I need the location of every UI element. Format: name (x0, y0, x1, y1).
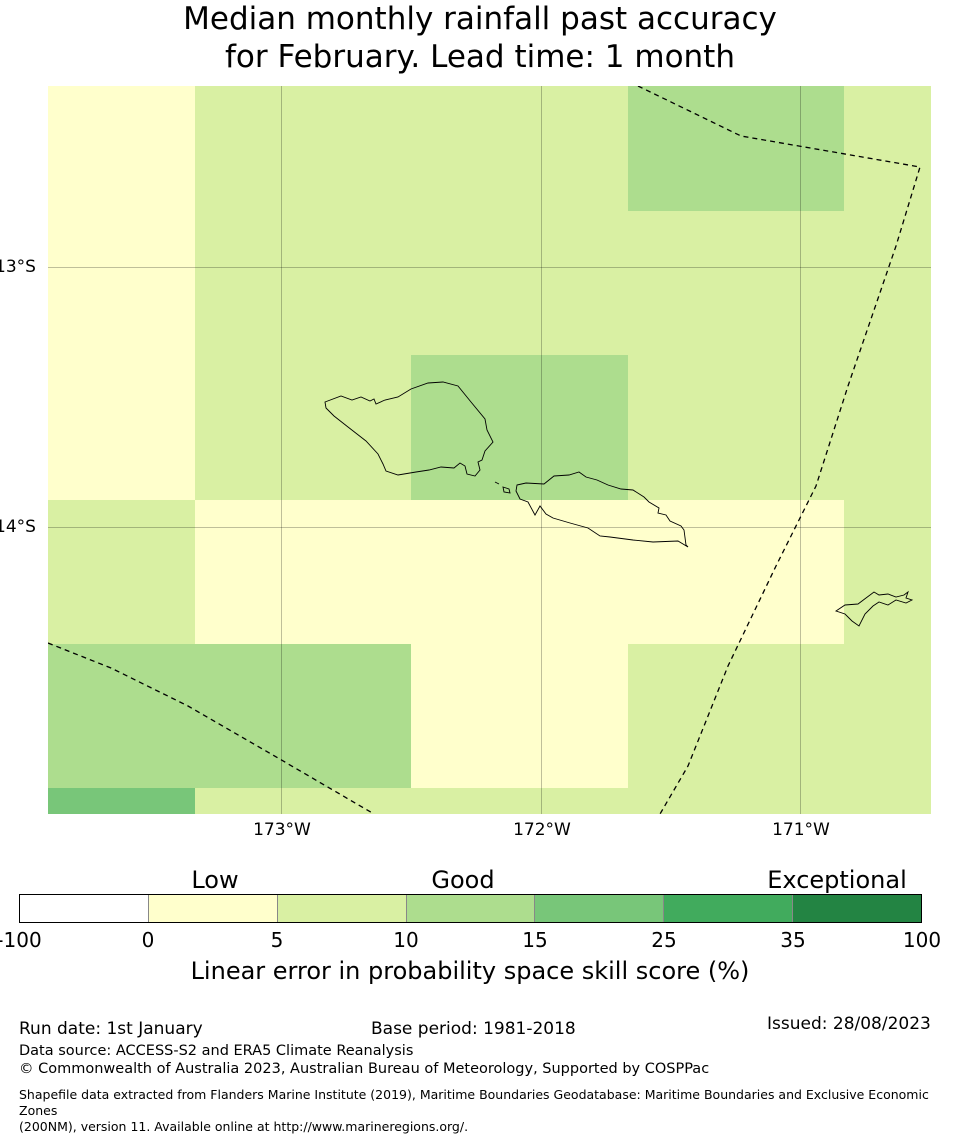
lon-label-171w: 171°W (772, 820, 830, 840)
tutuila-island-outline (834, 590, 914, 627)
shapefile-credit-line-1: Shapefile data extracted from Flanders M… (19, 1087, 929, 1118)
skill-cell (195, 211, 411, 355)
colorbar-swatch-25-35 (664, 895, 794, 922)
colorbar-tick: 15 (522, 928, 548, 952)
skill-cell (844, 211, 931, 355)
lat-label-14s: 14°S (0, 517, 36, 537)
shapefile-credit-line-2: (200NM), version 11. Available online at… (19, 1119, 469, 1134)
chart-title: Median monthly rainfall past accuracy fo… (0, 0, 960, 76)
colorbar-swatch-10-15 (406, 895, 536, 922)
colorbar-category-good: Good (431, 866, 495, 894)
colorbar-swatch-0-5 (148, 895, 278, 922)
skill-cell (628, 788, 844, 814)
skill-cell (48, 644, 195, 788)
eez-boundary-southwest (48, 642, 375, 814)
meridian-172w (541, 86, 542, 814)
colorbar-label: Linear error in probability space skill … (190, 957, 750, 985)
title-line-2: for February. Lead time: 1 month (225, 39, 735, 75)
map-overlay (48, 86, 921, 814)
run-date: Run date: 1st January (19, 1019, 203, 1039)
skill-cell (411, 211, 628, 355)
colorbar-tick: -100 (0, 928, 42, 952)
parallel-13s (48, 267, 931, 268)
skill-cell (411, 788, 628, 814)
skill-cell (628, 500, 844, 644)
skill-cell (195, 355, 411, 500)
colorbar-swatch-35-100 (793, 895, 922, 922)
manono-apolima-islets (494, 481, 511, 494)
copyright: © Commonwealth of Australia 2023, Austra… (19, 1061, 710, 1077)
colorbar-tick: 35 (780, 928, 806, 952)
skill-cell (628, 355, 844, 500)
skill-cell (628, 86, 844, 211)
colorbar-category-low: Low (191, 866, 239, 894)
skill-cell (48, 788, 195, 814)
skill-cell (844, 500, 931, 644)
eez-boundary-north (637, 86, 921, 814)
colorbar-tick: 0 (141, 928, 155, 952)
skill-cell (411, 86, 628, 211)
colorbar-tick: 25 (651, 928, 677, 952)
colorbar (19, 894, 922, 923)
base-period: Base period: 1981-2018 (371, 1019, 576, 1039)
colorbar-tick: 10 (393, 928, 419, 952)
shapefile-credit: Shapefile data extracted from Flanders M… (19, 1087, 949, 1135)
meridian-173w (281, 86, 282, 814)
skill-cell (195, 788, 411, 814)
skill-cell (48, 211, 195, 355)
skill-cell (411, 644, 628, 788)
skill-cell (195, 86, 411, 211)
colorbar-swatch-15-25 (535, 895, 665, 922)
colorbar-tick: 100 (902, 928, 942, 952)
upolu-island-outline (515, 471, 689, 548)
skill-cell (844, 86, 931, 211)
skill-cell (411, 355, 628, 500)
parallel-14s (48, 527, 931, 528)
savaii-island-outline (324, 381, 494, 477)
skill-cell (844, 788, 931, 814)
skill-cell (411, 500, 628, 644)
colorbar-category-exceptional: Exceptional (767, 866, 907, 894)
skill-cell (195, 644, 411, 788)
colorbar-swatch-lt0 (20, 895, 149, 922)
skill-cell (195, 500, 411, 644)
skill-cell (48, 500, 195, 644)
meridian-171w (800, 86, 801, 814)
lat-label-13s: 13°S (0, 257, 36, 277)
lon-label-173w: 173°W (253, 820, 311, 840)
lon-label-172w: 172°W (513, 820, 571, 840)
data-source: Data source: ACCESS-S2 and ERA5 Climate … (19, 1043, 414, 1059)
skill-cell (844, 355, 931, 500)
colorbar-swatch-5-10 (277, 895, 407, 922)
skill-map (48, 86, 931, 814)
skill-cell (48, 355, 195, 500)
skill-cell (628, 644, 844, 788)
skill-cell (48, 86, 195, 211)
title-line-1: Median monthly rainfall past accuracy (183, 1, 777, 37)
skill-cell (628, 211, 844, 355)
colorbar-tick: 5 (270, 928, 284, 952)
issued-date: Issued: 28/08/2023 (767, 1014, 931, 1034)
skill-cell (844, 644, 931, 788)
